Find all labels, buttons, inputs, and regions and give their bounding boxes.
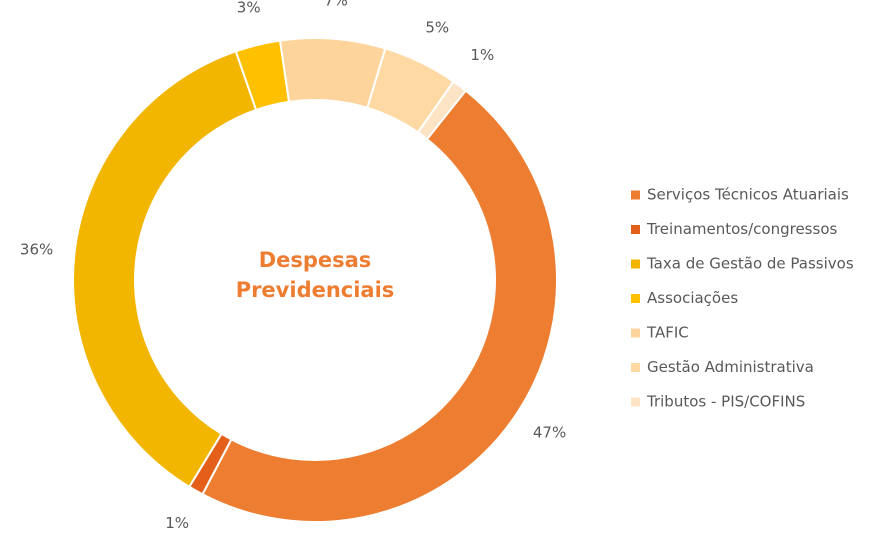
legend-marker	[631, 259, 640, 269]
slice	[416, 80, 468, 141]
legend-marker	[631, 328, 640, 338]
slice	[201, 89, 558, 523]
legend-marker	[631, 190, 640, 200]
legend-label: TAFIC	[646, 324, 689, 342]
legend-label: Taxa de Gestão de Passivos	[646, 255, 854, 273]
legend-marker	[631, 363, 640, 372]
data-label: 1%	[470, 46, 494, 64]
data-label: 3%	[237, 0, 261, 16]
data-label: 5%	[425, 19, 449, 37]
legend-label: Associações	[647, 289, 738, 307]
data-label: 1%	[165, 514, 189, 532]
legend-marker	[631, 225, 640, 234]
data-label: 36%	[20, 241, 53, 259]
legend-label: Gestão Administrativa	[647, 358, 814, 376]
legend-label: Tributos - PIS/COFINS	[646, 393, 805, 411]
data-label: 47%	[533, 423, 566, 441]
legend-label: Treinamentos/congressos	[646, 220, 837, 238]
legend-marker	[631, 294, 640, 303]
slice	[72, 50, 258, 489]
chart-title: Despesas Previdenciais	[235, 248, 395, 302]
legend-label: Serviços Técnicos Atuariais	[647, 186, 849, 204]
data-label: 7%	[324, 0, 348, 9]
legend-marker	[631, 397, 640, 407]
